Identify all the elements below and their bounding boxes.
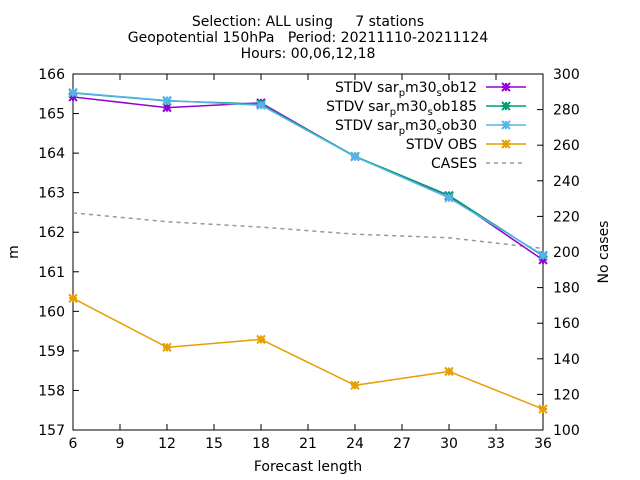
data-point	[501, 139, 511, 149]
data-point	[538, 250, 548, 260]
data-point	[256, 100, 266, 110]
y2-axis-label: No cases	[596, 221, 612, 284]
data-point	[350, 380, 360, 391]
y2-tick-label: 260	[553, 138, 580, 154]
legend-entry: CASES	[431, 156, 526, 172]
x-tick-label: 27	[393, 436, 411, 452]
y-tick-label: 157	[38, 423, 65, 439]
x-tick-label: 36	[534, 436, 552, 452]
data-point	[538, 404, 548, 414]
data-point	[162, 342, 172, 353]
legend-entry: STDV sarpm30sob12	[335, 80, 526, 99]
x-tick-label: 24	[346, 436, 364, 452]
legend-label: STDV OBS	[406, 137, 477, 153]
x-tick-label: 30	[440, 436, 458, 452]
y2-tick-label: 140	[553, 352, 580, 368]
legend-entry: STDV sarpm30sob30	[335, 118, 526, 137]
legend-entry: STDV sarpm30sob185	[326, 99, 526, 118]
data-point	[444, 366, 454, 377]
data-point	[501, 120, 511, 130]
x-axis-label: Forecast length	[254, 459, 362, 475]
series-line	[72, 297, 544, 410]
data-point	[162, 102, 172, 113]
data-point	[444, 193, 454, 203]
x-tick-label: 18	[252, 436, 270, 452]
legend-label: STDV sarpm30sob30	[335, 118, 477, 137]
y-tick-label: 162	[38, 225, 65, 241]
x-tick-label: 9	[116, 436, 125, 452]
y-axis-label: m	[6, 245, 22, 259]
y-tick-label: 165	[38, 107, 65, 123]
x-tick-label: 33	[487, 436, 505, 452]
y-tick-label: 161	[38, 265, 65, 281]
title-line: Geopotential 150hPa Period: 20211110-202…	[128, 30, 489, 46]
y2-tick-label: 180	[553, 281, 580, 297]
series-line	[72, 91, 544, 256]
legend-label: STDV sarpm30sob12	[335, 80, 477, 99]
data-point	[162, 95, 172, 106]
y2-axis-ticks: 100 120 140 160 180 200 220 240 260 280 300	[537, 67, 580, 439]
data-point	[256, 334, 266, 345]
x-tick-label: 15	[205, 436, 223, 452]
y-axis-ticks: 157 158 159 160 161 162 163 164 165 166	[38, 67, 79, 439]
y2-tick-label: 100	[553, 423, 580, 439]
plot-area	[68, 87, 548, 414]
data-point	[501, 82, 511, 92]
x-tick-label: 6	[69, 436, 78, 452]
y-tick-label: 158	[38, 383, 65, 399]
series-line	[72, 212, 544, 250]
y2-tick-label: 160	[553, 316, 580, 332]
data-point	[68, 293, 78, 303]
y2-tick-label: 280	[553, 103, 580, 119]
data-point	[350, 151, 360, 162]
legend-label: CASES	[431, 156, 477, 172]
chart-title: Selection: ALL using 7 stationsGeopotent…	[128, 14, 489, 62]
data-point	[68, 87, 78, 98]
y2-tick-label: 300	[553, 67, 580, 83]
y2-tick-label: 200	[553, 245, 580, 261]
y2-tick-label: 120	[553, 387, 580, 403]
y-tick-label: 159	[38, 344, 65, 360]
y2-tick-label: 240	[553, 174, 580, 190]
y-tick-label: 164	[38, 146, 65, 162]
y-tick-label: 166	[38, 67, 65, 83]
title-line: Selection: ALL using 7 stations	[192, 14, 424, 30]
legend-entry: STDV OBS	[406, 137, 526, 153]
x-tick-label: 12	[158, 436, 176, 452]
x-tick-label: 21	[299, 436, 317, 452]
data-point	[501, 101, 511, 111]
x-axis-ticks: 6 9 12 15 18 21 24 27 30 33 36	[69, 74, 552, 452]
y-tick-label: 160	[38, 304, 65, 320]
title-line: Hours: 00,06,12,18	[241, 46, 376, 62]
y2-tick-label: 220	[553, 209, 580, 225]
y-tick-label: 163	[38, 186, 65, 202]
legend-label: STDV sarpm30sob185	[326, 99, 477, 118]
